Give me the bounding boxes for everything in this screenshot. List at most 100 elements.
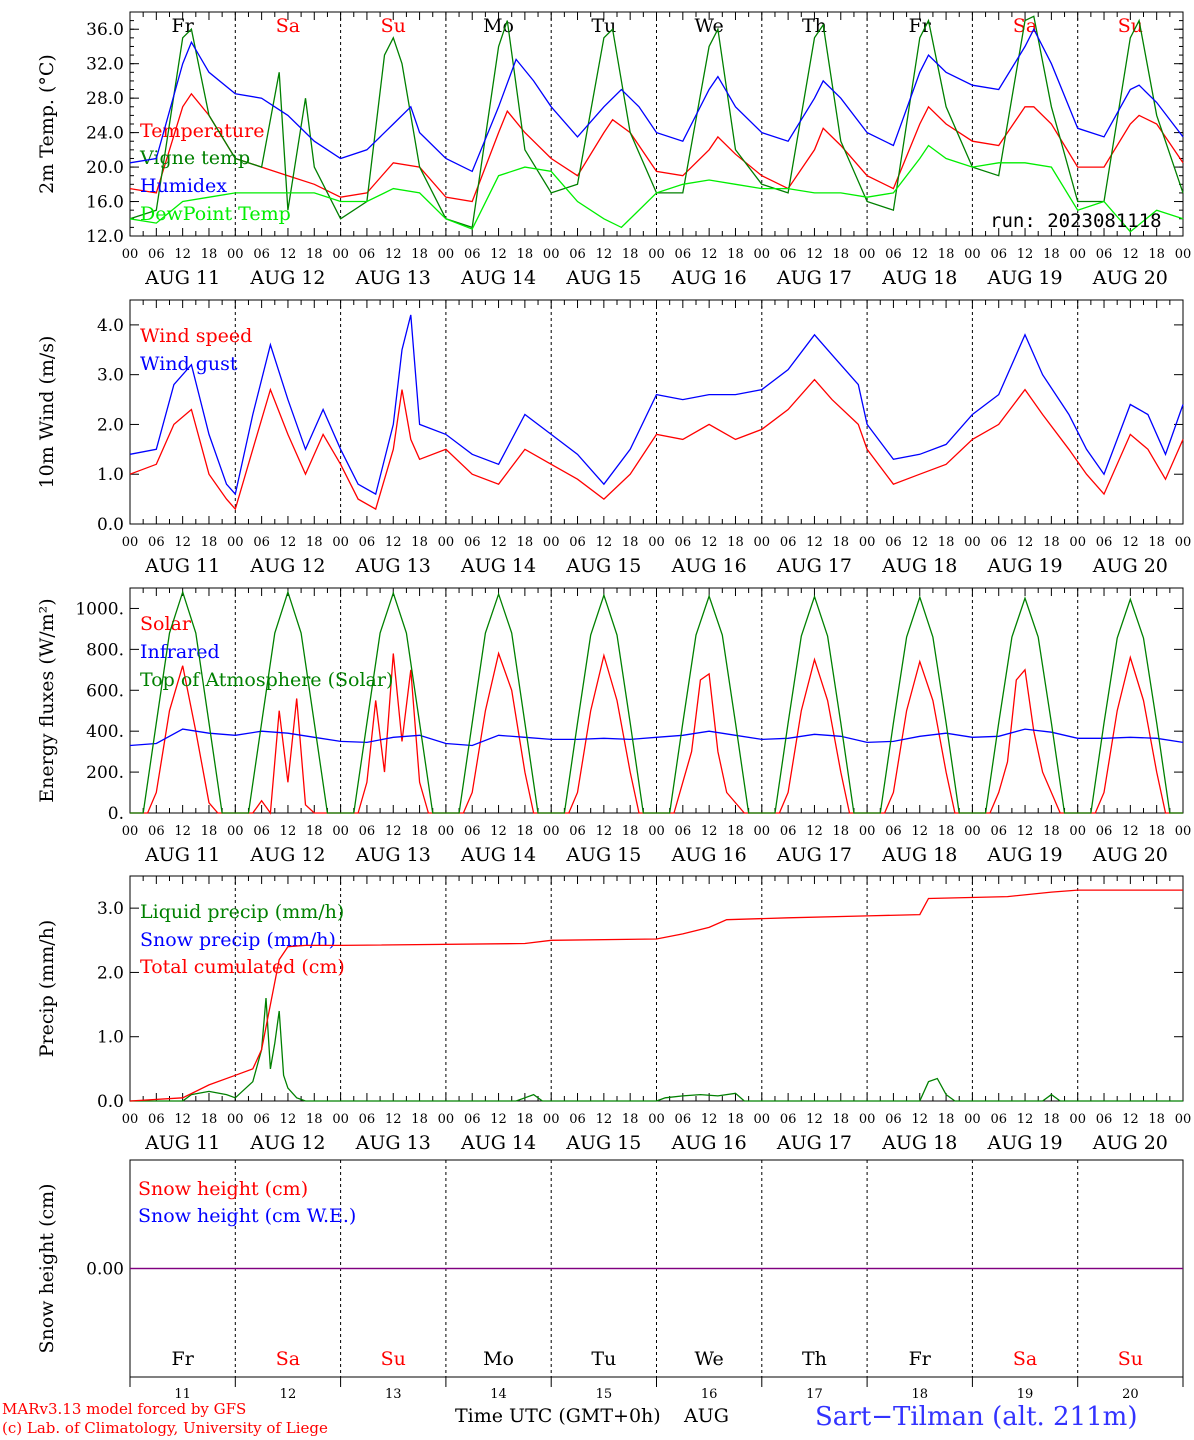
legend-entry: Snow height (cm) <box>138 1178 308 1200</box>
hour-tick-label: 12 <box>911 247 928 262</box>
hour-tick-label: 12 <box>701 824 718 839</box>
series-line-vigne-temp <box>129 15 1184 229</box>
day-name-label: Su <box>381 1348 406 1370</box>
hour-tick-label: 06 <box>148 824 165 839</box>
hour-tick-label: 00 <box>964 1112 981 1127</box>
hour-tick-label: 00 <box>227 1112 244 1127</box>
hour-tick-label: 06 <box>675 824 692 839</box>
y-axis-title: Precip (mm/h) <box>36 920 58 1058</box>
hour-tick-label: 06 <box>675 247 692 262</box>
date-label: AUG 15 <box>565 267 641 289</box>
hour-tick-label: 12 <box>701 247 718 262</box>
hour-tick-label: 18 <box>1148 1112 1165 1127</box>
series-line-liquid-precip-mm-h- <box>130 998 1183 1102</box>
hour-tick-label: 12 <box>1122 824 1139 839</box>
date-label: AUG 15 <box>565 1132 641 1154</box>
panel-temp: 12.0 16.0 20.0 24.0 28.0 32.0 36.0 2m Temp. (°C… <box>36 11 1192 289</box>
hour-tick-label: 12 <box>1122 247 1139 262</box>
day-number-label: 15 <box>596 1387 613 1402</box>
hour-tick-label: 00 <box>122 247 139 262</box>
hour-tick-label: 18 <box>622 1112 639 1127</box>
hour-tick-label: 06 <box>464 824 481 839</box>
series-line-top-of-atmosphere-solar- <box>130 589 1183 814</box>
hour-tick-label: 06 <box>885 247 902 262</box>
hour-tick-label: 00 <box>122 824 139 839</box>
y-tick-label: 28.0 <box>86 89 124 109</box>
hour-tick-label: 18 <box>938 824 955 839</box>
date-label: AUG 18 <box>881 1132 957 1154</box>
day-name-label: We <box>695 1348 724 1370</box>
hour-tick-label: 12 <box>1017 535 1034 550</box>
hour-tick-label: 00 <box>1175 247 1192 262</box>
hour-tick-label: 18 <box>833 824 850 839</box>
date-label: AUG 11 <box>144 844 220 866</box>
hour-tick-label: 06 <box>675 535 692 550</box>
hour-tick-label: 06 <box>253 1112 270 1127</box>
hour-tick-label: 12 <box>490 535 507 550</box>
day-number-label: 11 <box>174 1387 191 1402</box>
panel-precip: 0.0 1.0 2.0 3.0 Precip (mm/h) 00 06 12 18 00 06 12 1… <box>36 875 1192 1154</box>
hour-tick-label: 12 <box>280 247 297 262</box>
hour-tick-label: 18 <box>622 535 639 550</box>
y-axis-title: Snow height (cm) <box>36 1183 58 1353</box>
date-label: AUG 12 <box>249 555 325 577</box>
hour-tick-label: 18 <box>727 1112 744 1127</box>
hour-tick-label: 00 <box>964 535 981 550</box>
y-tick-label: 400. <box>86 722 124 742</box>
hour-tick-label: 12 <box>1122 535 1139 550</box>
hour-tick-label: 06 <box>1096 247 1113 262</box>
y-tick-label: 0.00 <box>86 1260 124 1280</box>
hour-tick-label: 12 <box>1017 824 1034 839</box>
date-label: AUG 16 <box>671 267 747 289</box>
hour-tick-label: 06 <box>780 824 797 839</box>
hour-tick-label: 18 <box>727 824 744 839</box>
day-number-label: 19 <box>1017 1387 1034 1402</box>
hour-tick-label: 12 <box>490 247 507 262</box>
date-label: AUG 13 <box>355 844 431 866</box>
hour-tick-label: 06 <box>253 824 270 839</box>
date-label: AUG 19 <box>986 844 1062 866</box>
y-tick-label: 20.0 <box>86 158 124 178</box>
day-number-label: 18 <box>911 1387 928 1402</box>
date-label: AUG 20 <box>1092 555 1168 577</box>
hour-tick-label: 12 <box>385 247 402 262</box>
hour-tick-label: 18 <box>1148 247 1165 262</box>
hour-tick-label: 00 <box>122 535 139 550</box>
hour-tick-label: 12 <box>490 1112 507 1127</box>
hour-tick-label: 00 <box>964 824 981 839</box>
hour-tick-label: 06 <box>990 824 1007 839</box>
y-tick-label: 2.0 <box>97 415 124 435</box>
hour-tick-label: 00 <box>754 824 771 839</box>
day-name-label: Fr <box>172 15 195 37</box>
date-label: AUG 11 <box>144 1132 220 1154</box>
hour-tick-label: 00 <box>754 247 771 262</box>
hour-tick-label: 00 <box>1175 1112 1192 1127</box>
y-tick-label: 800. <box>86 640 124 660</box>
hour-tick-label: 06 <box>359 1112 376 1127</box>
hour-tick-label: 12 <box>280 824 297 839</box>
date-label: AUG 20 <box>1092 844 1168 866</box>
date-label: AUG 14 <box>460 555 536 577</box>
hour-tick-label: 12 <box>280 1112 297 1127</box>
legend-entry: Solar <box>140 613 192 635</box>
hour-tick-label: 06 <box>885 1112 902 1127</box>
hour-tick-label: 06 <box>464 535 481 550</box>
hour-tick-label: 06 <box>1096 535 1113 550</box>
y-axis-title: Energy fluxes (W/m²) <box>36 598 58 802</box>
y-axis-title: 10m Wind (m/s) <box>36 336 58 489</box>
y-tick-label: 600. <box>86 681 124 701</box>
y-tick-label: 0. <box>108 804 124 824</box>
hour-tick-label: 06 <box>569 535 586 550</box>
date-label: AUG 17 <box>776 1132 852 1154</box>
series-line-wind-speed <box>129 378 1184 511</box>
hour-tick-label: 06 <box>359 247 376 262</box>
date-label: AUG 12 <box>249 267 325 289</box>
date-label: AUG 13 <box>355 555 431 577</box>
date-label: AUG 17 <box>776 555 852 577</box>
hour-tick-label: 18 <box>201 247 218 262</box>
date-label: AUG 18 <box>881 267 957 289</box>
y-tick-label: 0.0 <box>97 515 124 535</box>
legend-entry: Infrared <box>140 641 220 663</box>
day-number-label: 13 <box>385 1387 402 1402</box>
hour-tick-label: 06 <box>885 535 902 550</box>
